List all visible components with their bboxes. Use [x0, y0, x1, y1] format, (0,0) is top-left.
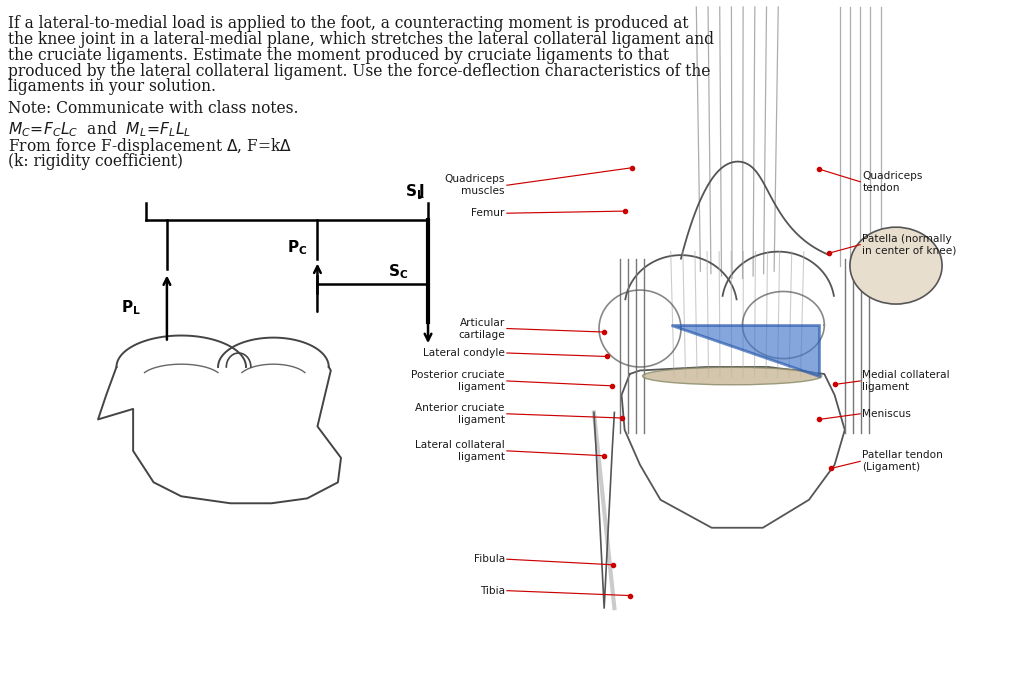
Text: From force F-displacement $\Delta$, F=k$\Delta$: From force F-displacement $\Delta$, F=k$…	[8, 136, 293, 157]
Text: Tibia: Tibia	[479, 586, 505, 596]
Text: Medial collateral
ligament: Medial collateral ligament	[862, 370, 950, 392]
Text: Lateral condyle: Lateral condyle	[423, 348, 505, 358]
Text: ligaments in your solution.: ligaments in your solution.	[8, 78, 216, 95]
Text: $\mathbf{S_L}$: $\mathbf{S_L}$	[404, 182, 424, 201]
Text: $\mathbf{J}$: $\mathbf{J}$	[418, 182, 425, 201]
Text: Lateral collateral
ligament: Lateral collateral ligament	[415, 440, 505, 462]
Text: Quadriceps
tendon: Quadriceps tendon	[862, 171, 923, 193]
Text: Femur: Femur	[471, 208, 505, 218]
Text: Anterior cruciate
ligament: Anterior cruciate ligament	[416, 403, 505, 425]
Text: the knee joint in a lateral-medial plane, which stretches the lateral collateral: the knee joint in a lateral-medial plane…	[8, 31, 714, 48]
Text: the cruciate ligaments. Estimate the moment produced by cruciate ligaments to th: the cruciate ligaments. Estimate the mom…	[8, 47, 670, 64]
Text: Posterior cruciate
ligament: Posterior cruciate ligament	[412, 370, 505, 392]
Text: Patella (normally
in center of knee): Patella (normally in center of knee)	[862, 233, 956, 256]
Text: $\mathbf{P_C}$: $\mathbf{P_C}$	[287, 238, 307, 257]
Text: If a lateral-to-medial load is applied to the foot, a counteracting moment is pr: If a lateral-to-medial load is applied t…	[8, 15, 689, 32]
Text: Articular
cartilage: Articular cartilage	[458, 317, 505, 340]
Polygon shape	[671, 325, 819, 376]
Text: Meniscus: Meniscus	[862, 409, 911, 419]
Text: Patellar tendon
(Ligament): Patellar tendon (Ligament)	[862, 450, 943, 473]
Text: $\mathbf{P_L}$: $\mathbf{P_L}$	[122, 298, 141, 317]
Text: Fibula: Fibula	[473, 554, 505, 564]
Text: (k: rigidity coefficient): (k: rigidity coefficient)	[8, 153, 183, 170]
Text: $\mathbf{S_C}$: $\mathbf{S_C}$	[388, 262, 409, 281]
Text: Quadriceps
muscles: Quadriceps muscles	[444, 174, 505, 196]
Ellipse shape	[643, 368, 821, 384]
Text: $M_C\!=\!F_C L_C$  and  $M_L\!=\!F_L L_L$: $M_C\!=\!F_C L_C$ and $M_L\!=\!F_L L_L$	[8, 119, 191, 138]
Text: produced by the lateral collateral ligament. Use the force-deflection characteri: produced by the lateral collateral ligam…	[8, 63, 711, 80]
Ellipse shape	[850, 227, 942, 304]
Text: Note: Communicate with class notes.: Note: Communicate with class notes.	[8, 100, 299, 117]
